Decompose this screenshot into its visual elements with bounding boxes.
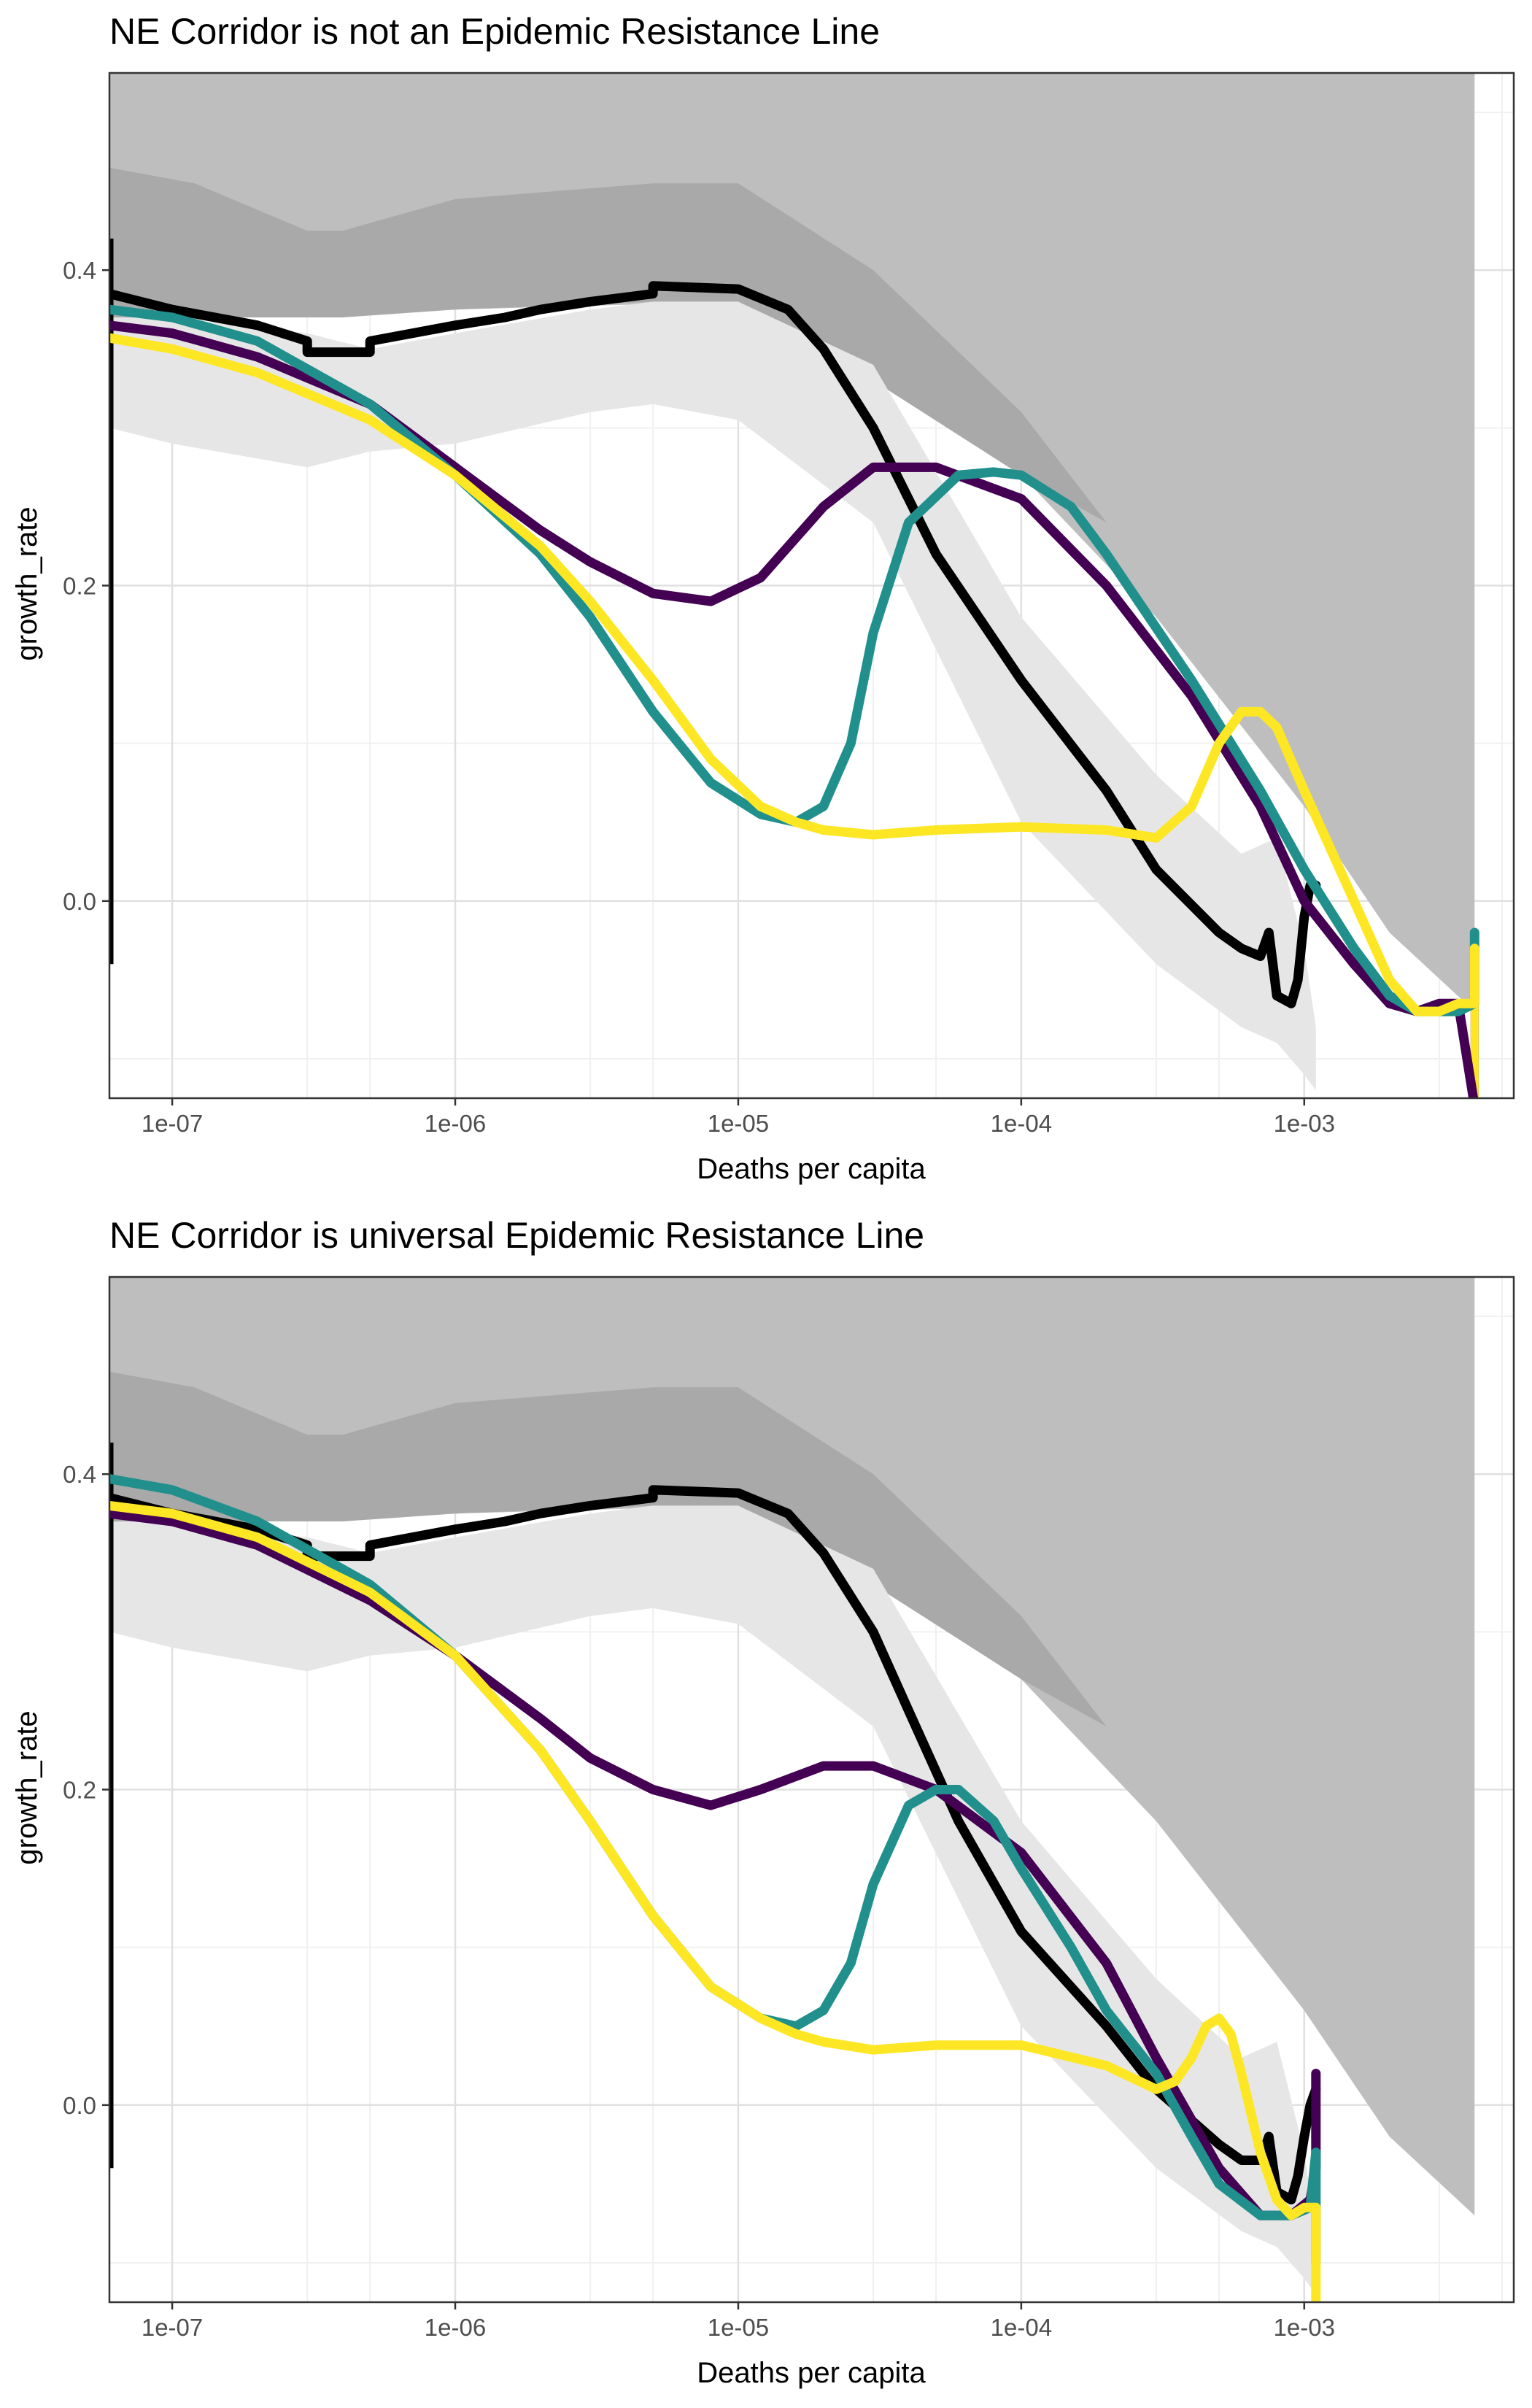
y-tick-label: 0.2 [63, 1777, 96, 1804]
series-line-4 [109, 333, 1479, 1016]
x-tick-label: 1e-06 [425, 1110, 486, 1137]
x-tick-label: 1e-06 [425, 2314, 486, 2341]
x-tick-label: 1e-04 [991, 2314, 1052, 2341]
y-tick-label: 0.0 [63, 888, 96, 915]
x-tick-label: 1e-07 [142, 2314, 203, 2341]
series-line-1 [109, 281, 1321, 1008]
x-tick-label: 1e-05 [708, 1110, 769, 1137]
confidence-band [109, 167, 1107, 522]
y-tick-label: 0.2 [63, 573, 96, 600]
y-axis-title: growth_rate [11, 1710, 43, 1864]
series-line-4 [109, 1500, 1321, 2302]
x-tick-label: 1e-04 [991, 1110, 1052, 1137]
confidence-band [109, 1505, 1316, 2295]
confidence-band [109, 301, 1316, 1091]
series-line-3 [109, 304, 1479, 1016]
series-line-2 [109, 320, 1479, 1098]
x-axis-title: Deaths per capita [697, 2357, 926, 2389]
chart-panel-top: NE Corridor is not an Epidemic Resistanc… [11, 11, 1515, 1185]
chart-title: NE Corridor is not an Epidemic Resistanc… [109, 11, 880, 52]
x-tick-label: 1e-03 [1274, 2314, 1335, 2341]
chart-svg-top: NE Corridor is not an Epidemic Resistanc… [11, 11, 1515, 1185]
x-axis-title: Deaths per capita [697, 1153, 926, 1185]
y-tick-label: 0.0 [63, 2092, 96, 2119]
x-tick-label: 1e-03 [1274, 1110, 1335, 1137]
plot-area [109, 73, 1479, 1098]
chart-title: NE Corridor is universal Epidemic Resist… [109, 1215, 924, 1256]
chart-panel-bottom: NE Corridor is universal Epidemic Resist… [0, 1204, 1532, 2408]
plot-area [109, 1277, 1475, 2302]
x-tick-label: 1e-07 [142, 1110, 203, 1137]
y-tick-label: 0.4 [63, 257, 96, 284]
confidence-band [109, 1371, 1107, 1726]
y-tick-label: 0.4 [63, 1461, 96, 1488]
y-axis-title: growth_rate [11, 506, 43, 660]
x-tick-label: 1e-05 [708, 2314, 769, 2341]
chart-svg-bottom: NE Corridor is universal Epidemic Resist… [11, 1215, 1515, 2389]
